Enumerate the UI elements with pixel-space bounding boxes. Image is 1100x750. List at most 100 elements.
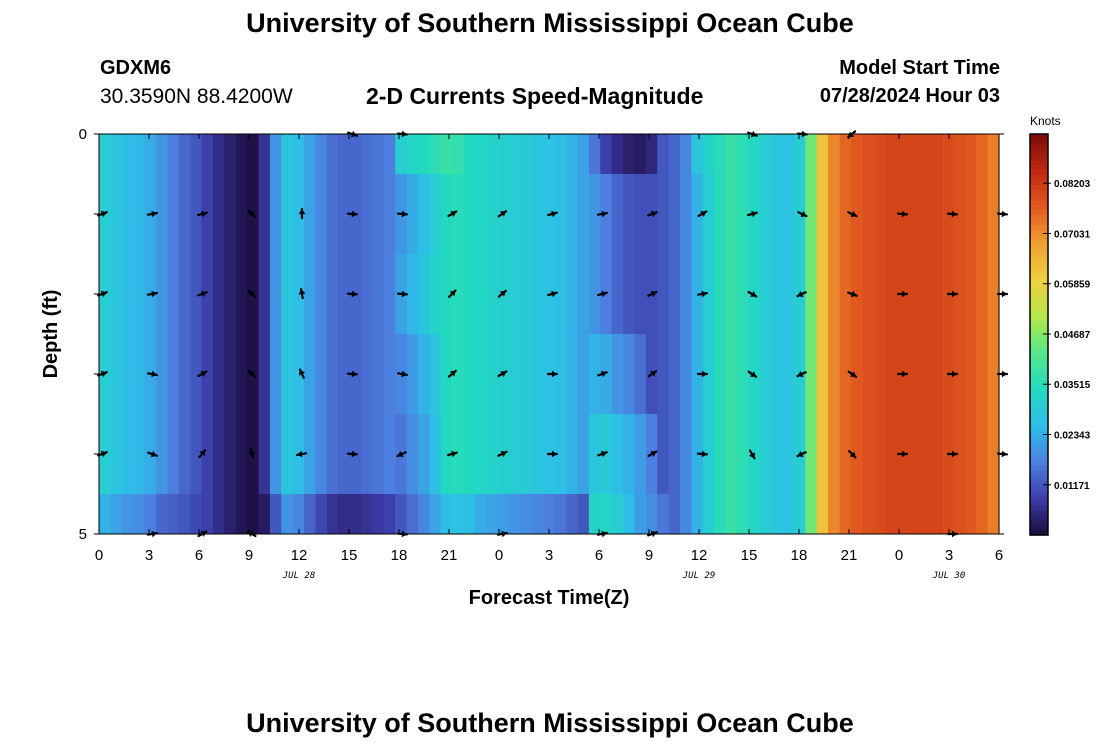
heatmap-cell	[155, 414, 168, 494]
heatmap-cell	[190, 174, 203, 254]
heatmap-cell	[315, 414, 328, 494]
colorbar-segment	[1030, 329, 1048, 336]
heatmap-cell	[509, 494, 522, 534]
heatmap-cell	[976, 134, 989, 174]
heatmap-cell	[634, 254, 647, 334]
current-vector-arrow	[796, 450, 807, 458]
heatmap-cell	[759, 494, 772, 534]
current-vector-arrow	[346, 210, 358, 218]
heatmap-cell	[315, 334, 328, 414]
heatmap-cell	[178, 134, 191, 174]
heatmap-cell	[110, 494, 123, 534]
heatmap-cell	[953, 334, 966, 414]
current-vector-arrow	[546, 290, 558, 298]
heatmap-cell	[976, 334, 989, 414]
heatmap-cell	[417, 334, 430, 414]
heatmap-cell	[623, 254, 636, 334]
current-vector-arrow	[896, 370, 909, 378]
heatmap-cell	[919, 174, 932, 254]
heatmap-cell	[452, 414, 465, 494]
heatmap-cell	[850, 134, 863, 174]
heatmap-cell	[178, 414, 191, 494]
current-vector-arrow	[946, 290, 959, 298]
heatmap-cell	[816, 414, 829, 494]
heatmap-cell	[190, 494, 203, 534]
heatmap-cell	[759, 254, 772, 334]
heatmap-cell	[440, 494, 453, 534]
current-vector-arrow	[247, 209, 256, 218]
current-vector-arrow	[448, 289, 457, 298]
heatmap-cell	[668, 254, 681, 334]
heatmap-cell	[588, 134, 601, 174]
x-tick-label: 21	[841, 547, 858, 564]
heatmap-cell	[361, 414, 374, 494]
colorbar-tick-label: 0.04687	[1054, 330, 1091, 341]
current-vector-arrow	[497, 450, 508, 458]
heatmap-cell	[486, 334, 499, 414]
heatmap-cell	[907, 494, 920, 534]
colorbar-segment	[1030, 529, 1048, 536]
heatmap-cell	[862, 174, 875, 254]
colorbar-segment	[1030, 299, 1048, 306]
heatmap-cell	[611, 174, 624, 254]
heatmap-cell	[463, 254, 476, 334]
heatmap-cell	[554, 254, 567, 334]
heatmap-cell	[976, 174, 989, 254]
current-vector-arrow	[396, 450, 407, 458]
heatmap-cell	[133, 334, 146, 414]
heatmap-cell	[258, 494, 271, 534]
current-vector-arrow	[97, 290, 108, 298]
heatmap-cell	[292, 254, 305, 334]
heatmap-cell	[224, 494, 237, 534]
heatmap-cell	[178, 254, 191, 334]
heatmap-cell	[167, 254, 180, 334]
heatmap-cell	[429, 414, 442, 494]
heatmap-cell	[964, 494, 977, 534]
current-vector-arrow	[946, 370, 959, 378]
heatmap-cell	[383, 254, 396, 334]
colorbar-segment	[1030, 414, 1048, 421]
station-id: GDXM6	[100, 57, 172, 79]
current-vector-arrow	[647, 210, 658, 218]
heatmap-cell	[258, 134, 271, 174]
colorbar-segment	[1030, 254, 1048, 260]
heatmap-cell	[304, 134, 317, 174]
heatmap-cell	[759, 414, 772, 494]
heatmap-cell	[144, 134, 157, 174]
heatmap-cell	[771, 414, 784, 494]
heatmap-cell	[440, 134, 453, 174]
current-vector-arrow	[497, 210, 508, 218]
heatmap-cell	[771, 254, 784, 334]
colorbar-segment	[1030, 374, 1048, 381]
heatmap-cell	[725, 134, 738, 174]
heatmap-cell	[702, 334, 715, 414]
x-tick-label: 18	[791, 547, 808, 564]
heatmap-cell	[736, 134, 749, 174]
heatmap-cell	[987, 174, 1000, 254]
heatmap-cell	[326, 134, 339, 174]
heatmap-cell	[531, 134, 544, 174]
current-vector-arrow	[447, 210, 458, 218]
heatmap-cell	[281, 134, 294, 174]
heatmap-cell	[269, 174, 282, 254]
heatmap-cell	[668, 494, 681, 534]
heatmap-cell	[691, 494, 704, 534]
heatmap-cell	[509, 414, 522, 494]
heatmap-cell	[326, 334, 339, 414]
heatmap-cell	[383, 134, 396, 174]
heatmap-cell	[771, 134, 784, 174]
heatmap-cell	[224, 174, 237, 254]
heatmap-cell	[623, 334, 636, 414]
heatmap-cell	[281, 334, 294, 414]
colorbar-segment	[1030, 174, 1048, 180]
heatmap-cell	[463, 334, 476, 414]
colorbar-segment	[1030, 419, 1048, 426]
heatmap-cell	[736, 174, 749, 254]
heatmap-cell	[258, 414, 271, 494]
heatmap-cell	[121, 334, 134, 414]
heatmap-cell	[828, 334, 841, 414]
heatmap-cell	[372, 414, 385, 494]
heatmap-cell	[725, 174, 738, 254]
x-tick-label: 21	[441, 547, 458, 564]
model-start-value: 07/28/2024 Hour 03	[819, 85, 1000, 107]
